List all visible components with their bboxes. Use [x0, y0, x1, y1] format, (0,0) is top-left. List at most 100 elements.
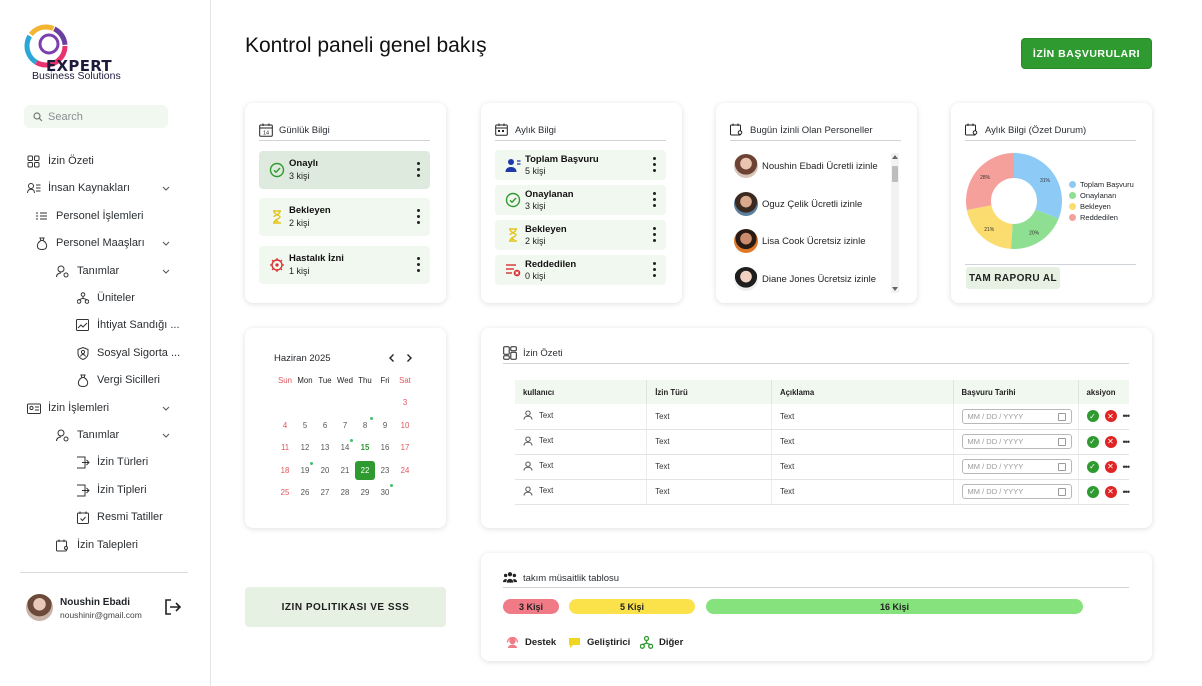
sidebar-item-personel-islemleri[interactable]: Personel İşlemleri	[34, 206, 143, 226]
availability-bar-developer[interactable]: 5 Kişi	[569, 599, 695, 614]
calendar-day[interactable]: 4	[282, 420, 288, 430]
stat-sick-leave[interactable]: Hastalık İzni 1 kişi	[259, 246, 430, 284]
date-input[interactable]: MM / DD / YYYY	[961, 408, 1072, 424]
table-row[interactable]: Text Text Text MM / DD / YYYY ✓ ✕ •••	[515, 404, 1131, 430]
calendar-icon[interactable]	[1057, 438, 1066, 446]
calendar-day[interactable]: 25	[280, 488, 290, 497]
table-row[interactable]: Text Text Text MM / DD / YYYY ✓ ✕ •••	[515, 479, 1131, 505]
approve-icon[interactable]: ✓	[1086, 435, 1099, 448]
calendar-day[interactable]: 9	[382, 420, 388, 430]
sidebar-item-tanimlar-2[interactable]: Tanımlar	[55, 425, 171, 445]
pie-slice[interactable]	[1014, 153, 1062, 219]
scrollbar-thumb[interactable]	[892, 166, 898, 182]
on-leave-person[interactable]: Lisa Cook Ücretsiz izinle	[734, 229, 865, 253]
column-header[interactable]: aksiyon	[1078, 380, 1129, 404]
reject-icon[interactable]: ✕	[1104, 460, 1117, 473]
reject-icon[interactable]: ✕	[1104, 435, 1117, 448]
chevron-left-icon[interactable]	[387, 353, 397, 363]
column-header[interactable]: İzin Türü	[646, 380, 772, 404]
calendar-day[interactable]: 10	[400, 420, 410, 430]
more-options-icon[interactable]: •••	[1122, 436, 1131, 447]
column-header[interactable]: Açıklama	[771, 380, 954, 404]
stat-rejected[interactable]: Reddedilen 0 kişi	[495, 255, 666, 285]
approve-icon[interactable]: ✓	[1086, 460, 1099, 473]
more-options-icon[interactable]	[652, 227, 656, 243]
calendar-day[interactable]: 16	[380, 443, 390, 452]
date-input[interactable]: MM / DD / YYYY	[961, 484, 1072, 499]
calendar-day[interactable]: 3	[402, 398, 408, 407]
sidebar-item-personel-maaslari[interactable]: Personel Maaşları	[34, 233, 171, 253]
leave-applications-button[interactable]: İZİN BAŞVURULARI	[1021, 38, 1152, 69]
pie-slice[interactable]	[1010, 209, 1059, 249]
on-leave-person[interactable]: Noushin Ebadi Ücretli izinle	[734, 154, 878, 178]
full-report-button[interactable]: TAM RAPORU AL	[966, 267, 1060, 289]
calendar-day[interactable]: 17	[400, 443, 410, 452]
calendar-day[interactable]: 28	[340, 488, 350, 497]
brand-logo[interactable]: EXPERT Business Solutions	[24, 24, 164, 86]
calendar-day[interactable]: 23	[380, 465, 390, 475]
stat-pending[interactable]: Bekleyen 2 kişi	[259, 198, 430, 236]
column-header[interactable]: Başvuru Tarihi	[953, 380, 1079, 404]
sidebar-item-resmi-tatiller[interactable]: Resmi Tatiller	[75, 507, 163, 527]
sidebar-item-izin-tipleri[interactable]: İzin Tipleri	[75, 480, 147, 500]
calendar-day[interactable]: 18	[280, 465, 290, 475]
more-options-icon[interactable]: •••	[1122, 411, 1131, 422]
calendar-day[interactable]: 26	[300, 488, 310, 497]
calendar-day[interactable]: 14	[340, 443, 350, 452]
sidebar-item-sosyal-sigorta[interactable]: Sosyal Sigorta ...	[75, 343, 180, 363]
calendar-day[interactable]: 8	[362, 420, 368, 430]
calendar-day[interactable]: 24	[400, 465, 410, 475]
stat-pending-monthly[interactable]: Bekleyen 2 kişi	[495, 220, 666, 250]
availability-bar-other[interactable]: 16 Kişi	[706, 599, 1083, 614]
availability-bar-support[interactable]: 3 Kişi	[503, 599, 559, 614]
on-leave-person[interactable]: Diane Jones Ücretsiz izinle	[734, 267, 876, 291]
leave-policy-faq-button[interactable]: IZIN POLITIKASI VE SSS	[245, 587, 446, 627]
more-options-icon[interactable]	[652, 157, 656, 173]
more-options-icon[interactable]	[416, 257, 420, 273]
more-options-icon[interactable]	[652, 262, 656, 278]
sidebar-item-insan-kaynaklari[interactable]: İnsan Kaynakları	[26, 178, 171, 198]
calendar-day[interactable]: 27	[320, 488, 330, 497]
stat-approved[interactable]: Onaylı 3 kişi	[259, 151, 430, 189]
on-leave-person[interactable]: Oguz Çelik Ücretli izinle	[734, 192, 862, 216]
more-options-icon[interactable]	[416, 162, 420, 178]
sidebar-item-tanimlar[interactable]: Tanımlar	[55, 261, 171, 281]
sidebar-item-izin-islemleri[interactable]: İzin İşlemleri	[26, 398, 171, 418]
calendar-day[interactable]: 29	[360, 488, 370, 497]
sidebar-item-izin-ozeti[interactable]: İzin Özeti	[26, 151, 94, 171]
pie-slice[interactable]	[966, 153, 1014, 210]
sidebar-item-uniteler[interactable]: Üniteler	[75, 288, 135, 308]
calendar-day[interactable]: 7	[342, 420, 348, 430]
scrollbar[interactable]	[891, 153, 899, 293]
user-profile[interactable]: Noushin Ebadi noushinir@gmail.com	[26, 594, 191, 622]
scroll-down-icon[interactable]	[892, 287, 898, 291]
stat-approved-monthly[interactable]: Onaylanan 3 kişi	[495, 185, 666, 215]
date-input[interactable]: MM / DD / YYYY	[961, 459, 1072, 474]
table-row[interactable]: Text Text Text MM / DD / YYYY ✓ ✕ •••	[515, 429, 1131, 455]
pie-slice[interactable]	[966, 205, 1013, 249]
calendar-day[interactable]: 22	[360, 465, 370, 475]
approve-icon[interactable]: ✓	[1086, 410, 1099, 423]
calendar-day[interactable]: 11	[280, 443, 290, 452]
table-row[interactable]: Text Text Text MM / DD / YYYY ✓ ✕ •••	[515, 454, 1131, 480]
calendar-day[interactable]: 5	[302, 420, 308, 430]
reject-icon[interactable]: ✕	[1104, 410, 1117, 423]
calendar-day[interactable]: 30	[380, 488, 390, 497]
calendar-day[interactable]: 13	[320, 443, 330, 452]
more-options-icon[interactable]: •••	[1122, 461, 1131, 472]
more-options-icon[interactable]	[652, 192, 656, 208]
calendar-day[interactable]: 15	[360, 443, 370, 452]
sidebar-item-vergi-sicilleri[interactable]: Vergi Sicilleri	[75, 370, 160, 390]
chevron-right-icon[interactable]	[404, 353, 414, 363]
logout-icon[interactable]	[162, 597, 182, 617]
calendar-day[interactable]: 21	[340, 465, 350, 475]
search-input[interactable]	[48, 110, 158, 123]
sidebar-item-ihtiyat-sandigi[interactable]: İhtiyat Sandığı ...	[75, 315, 180, 335]
more-options-icon[interactable]: •••	[1122, 486, 1131, 497]
reject-icon[interactable]: ✕	[1104, 485, 1117, 498]
sidebar-item-izin-talepleri[interactable]: İzin Talepleri	[55, 535, 138, 555]
calendar-icon[interactable]	[1057, 488, 1066, 496]
column-header[interactable]: kullanıcı	[515, 380, 648, 404]
calendar-day[interactable]: 12	[300, 443, 310, 452]
approve-icon[interactable]: ✓	[1086, 485, 1099, 498]
